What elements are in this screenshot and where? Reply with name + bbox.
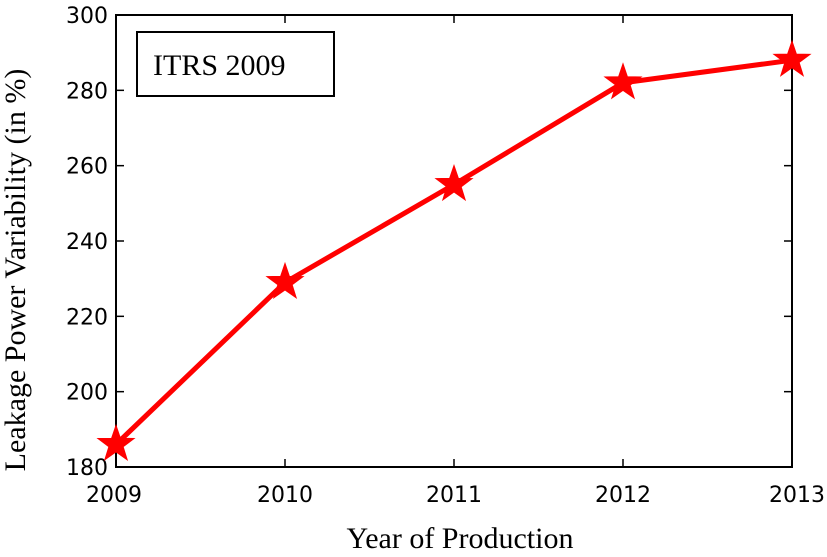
x-tick-label: 2010 bbox=[257, 483, 313, 508]
x-tick-label: 2012 bbox=[595, 483, 651, 508]
data-point-star bbox=[772, 39, 812, 77]
ticks-layer: 180 200 220 240 260 280 300 2009 2010 2011 2012 201… bbox=[66, 4, 825, 508]
y-axis-label: Leakage Power Variability (in %) bbox=[0, 69, 32, 472]
data-point-star bbox=[265, 261, 305, 300]
x-tick-label: 2013 bbox=[769, 483, 825, 508]
data-point-star bbox=[96, 423, 136, 462]
x-tick-label: 2009 bbox=[86, 483, 142, 508]
x-tick-label: 2011 bbox=[426, 483, 482, 508]
series-layer bbox=[96, 39, 812, 462]
legend-entry-itrs-2009: ITRS 2009 bbox=[153, 49, 286, 82]
legend: ITRS 2009 bbox=[136, 31, 335, 97]
y-tick-label: 220 bbox=[66, 305, 108, 330]
data-point-star bbox=[434, 163, 474, 202]
series-line bbox=[114, 57, 793, 447]
y-tick-label: 180 bbox=[66, 456, 108, 481]
y-tick-label: 280 bbox=[66, 79, 108, 104]
x-axis-label: Year of Production bbox=[347, 522, 574, 552]
y-tick-label: 200 bbox=[66, 381, 108, 406]
legend-box bbox=[136, 31, 335, 97]
y-tick-label: 240 bbox=[66, 230, 108, 255]
y-tick-label: 300 bbox=[66, 4, 108, 29]
y-tick-label: 260 bbox=[66, 155, 108, 180]
data-point-star bbox=[603, 62, 643, 100]
